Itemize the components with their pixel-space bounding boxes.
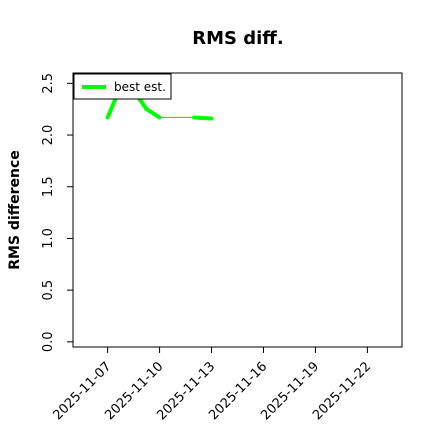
series-0-seg-1-4 [192, 115, 214, 121]
y-tick-label-3: 1.5 [41, 176, 56, 197]
plot-frame [72, 72, 403, 348]
y-tick-label-1: 0.5 [41, 280, 56, 301]
y-axis-label: RMS difference [7, 150, 23, 270]
legend-label-best-est: best est. [114, 80, 166, 94]
y-axis: 0.0 0.5 1.0 1.5 2.0 2.5 [41, 73, 73, 352]
y-tick-label-5: 2.5 [41, 73, 56, 94]
x-axis: 2025-11-072025-11-102025-11-132025-11-16… [50, 347, 374, 423]
y-tick-label-0: 0.0 [41, 331, 56, 352]
series-0-seg-0-0 [105, 94, 119, 120]
series-layer [105, 94, 214, 121]
series-0-seg-1-1 [144, 107, 162, 120]
y-tick-label-2: 1.0 [41, 228, 56, 249]
chart-title: RMS diff. [192, 28, 283, 49]
legend: best est. [73, 73, 172, 100]
y-tick-label-4: 2.0 [41, 125, 56, 146]
